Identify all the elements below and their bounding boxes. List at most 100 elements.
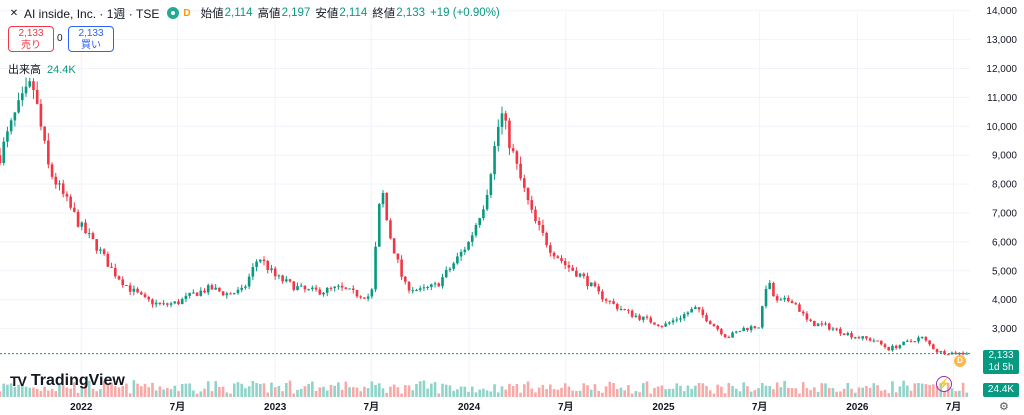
- lightning-icon[interactable]: ⚡: [936, 376, 952, 392]
- candle-body: [883, 344, 887, 348]
- volume-bar: [809, 390, 812, 397]
- candle-body: [99, 249, 102, 251]
- candle-body: [920, 337, 924, 339]
- change-value: +19 (+0.90%): [430, 7, 500, 19]
- volume-bar: [110, 382, 113, 397]
- volume-bar: [9, 383, 13, 397]
- volume-bar: [288, 380, 292, 397]
- candle-body: [950, 352, 954, 355]
- volume-bar: [489, 391, 493, 397]
- candle-body: [604, 299, 608, 301]
- volume-bar: [214, 381, 217, 397]
- volume-bar: [437, 393, 441, 397]
- candle-body: [879, 340, 883, 345]
- candle-body: [470, 235, 474, 242]
- volume-bar: [493, 384, 496, 397]
- volume-bar: [448, 385, 452, 397]
- data-badge: D: [183, 7, 191, 19]
- tradingview-logo[interactable]: TV TradingView: [10, 372, 125, 390]
- candle-body: [102, 249, 106, 254]
- volume-bar: [801, 382, 805, 397]
- volume-legend[interactable]: 出来高 24.4K: [8, 61, 76, 77]
- candle-body: [549, 245, 552, 253]
- candle-body: [630, 310, 634, 317]
- candle-body: [727, 337, 731, 339]
- candle-body: [496, 126, 500, 146]
- candle-body: [656, 324, 660, 326]
- candle-body: [586, 276, 589, 287]
- dividend-marker[interactable]: D: [954, 355, 966, 367]
- volume-bar: [143, 383, 147, 397]
- candle-body: [846, 333, 850, 336]
- volume-badge: 24.4K: [983, 383, 1019, 397]
- candle-body: [456, 256, 459, 264]
- volume-bar: [84, 383, 87, 397]
- candle-body: [441, 277, 444, 287]
- volume-bar: [485, 390, 489, 397]
- volume-bar: [113, 386, 117, 397]
- candle-body: [17, 100, 20, 113]
- candle-body: [493, 145, 496, 175]
- candle-body: [381, 192, 385, 205]
- candle-body: [801, 311, 805, 314]
- candle-body: [697, 307, 701, 310]
- candle-body: [500, 113, 504, 127]
- candle-body: [508, 120, 511, 149]
- volume-bar: [240, 383, 244, 397]
- candle-body: [861, 336, 864, 339]
- volume-bar: [65, 387, 69, 397]
- candle-body: [906, 340, 909, 342]
- candle-body: [9, 120, 13, 132]
- volume-bar: [184, 383, 188, 397]
- candle-body: [720, 329, 723, 335]
- volume-bar: [924, 384, 928, 397]
- candle-body: [54, 176, 58, 185]
- volume-bar: [147, 387, 151, 397]
- candle-body: [556, 256, 560, 259]
- volume-bar: [705, 386, 708, 397]
- volume-bar: [850, 388, 853, 397]
- candle-body: [236, 289, 240, 294]
- volume-bar: [162, 389, 165, 397]
- candle-body: [891, 345, 894, 351]
- volume-bar: [563, 383, 567, 397]
- volume-bar: [80, 388, 84, 397]
- x-tick-label: 2025: [652, 402, 675, 413]
- volume-bar: [523, 384, 526, 397]
- candle-body: [143, 294, 147, 298]
- candle-body: [567, 265, 571, 268]
- last-price: 2,133: [988, 350, 1014, 361]
- volume-bar: [894, 392, 898, 397]
- volume-bars: [0, 380, 969, 397]
- high-value: 2,197: [281, 7, 311, 19]
- candle-body: [612, 301, 615, 304]
- volume-bar: [444, 384, 448, 397]
- candle-body: [813, 320, 816, 327]
- volume-bar: [612, 382, 615, 397]
- candle-body: [166, 303, 169, 305]
- sell-button[interactable]: 2,133 売り: [8, 26, 54, 52]
- volume-bar: [630, 393, 634, 397]
- volume-bar: [173, 385, 177, 397]
- candle-body: [608, 300, 612, 302]
- buy-button[interactable]: 2,133 買い: [68, 26, 114, 52]
- eye-icon[interactable]: [167, 7, 180, 19]
- volume-bar: [32, 387, 35, 397]
- settings-gear-icon[interactable]: ⚙: [999, 401, 1009, 413]
- candle-body: [679, 318, 682, 320]
- volume-bar: [277, 385, 281, 397]
- candle-body: [188, 292, 191, 296]
- volume-bar: [958, 390, 961, 397]
- volume-bar: [2, 383, 6, 397]
- volume-bar: [586, 385, 589, 397]
- symbol-title[interactable]: AI inside, Inc. · 1週 · TSE: [24, 6, 160, 21]
- volume-bar: [928, 384, 931, 397]
- x-tick-label: 2023: [264, 402, 287, 413]
- candle-body: [578, 273, 582, 277]
- symbol-x-icon[interactable]: ✕: [9, 7, 19, 19]
- candle-body: [645, 316, 649, 318]
- candle-body: [560, 258, 563, 262]
- volume-bar: [232, 383, 236, 397]
- volume-bar: [883, 389, 887, 397]
